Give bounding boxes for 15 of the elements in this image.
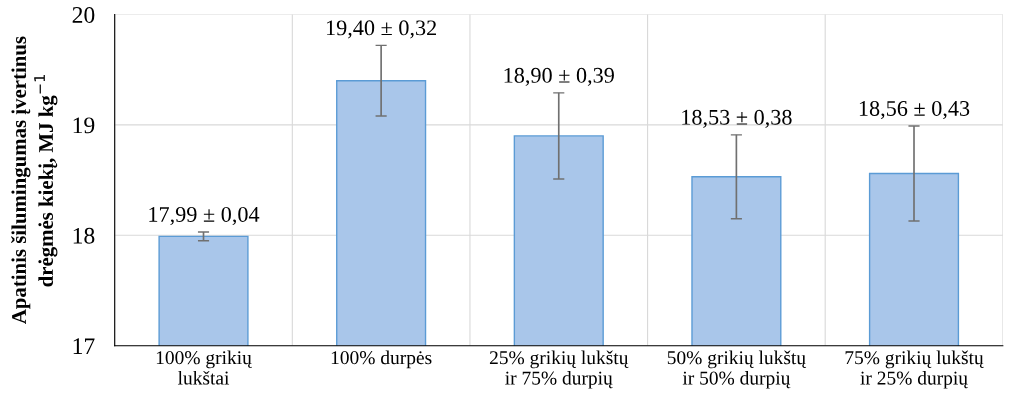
x-tick-label: 75% grikių lukštų ir 25% durpių <box>845 350 984 389</box>
y-tick-label: 20 <box>72 6 95 23</box>
x-tick-label: 25% grikių lukštų ir 75% durpių <box>489 350 629 389</box>
x-tick-label: 100% durpės <box>331 350 432 369</box>
y-tick-label: 17 <box>73 338 95 354</box>
y-axis-title: Apatinis šilumingumas įvertinus drėgmės kiekį, MJ kg$^{−1}$ <box>11 36 58 325</box>
y-tick-label: 18 <box>73 227 95 244</box>
y-tick-label: 19 <box>73 117 95 134</box>
data-label: 18,56 ± 0,43 <box>859 100 970 120</box>
data-label: 19,40 ± 0,32 <box>326 20 436 39</box>
data-label: 18,90 ± 0,39 <box>504 67 614 86</box>
x-tick-label: 50% grikių lukštų ir 50% durpių <box>667 350 807 389</box>
data-label: 18,53 ± 0,38 <box>682 109 792 128</box>
x-tick-label: 100% grikių lukštai <box>156 350 252 385</box>
data-label: 17,99 ± 0,04 <box>149 206 260 226</box>
